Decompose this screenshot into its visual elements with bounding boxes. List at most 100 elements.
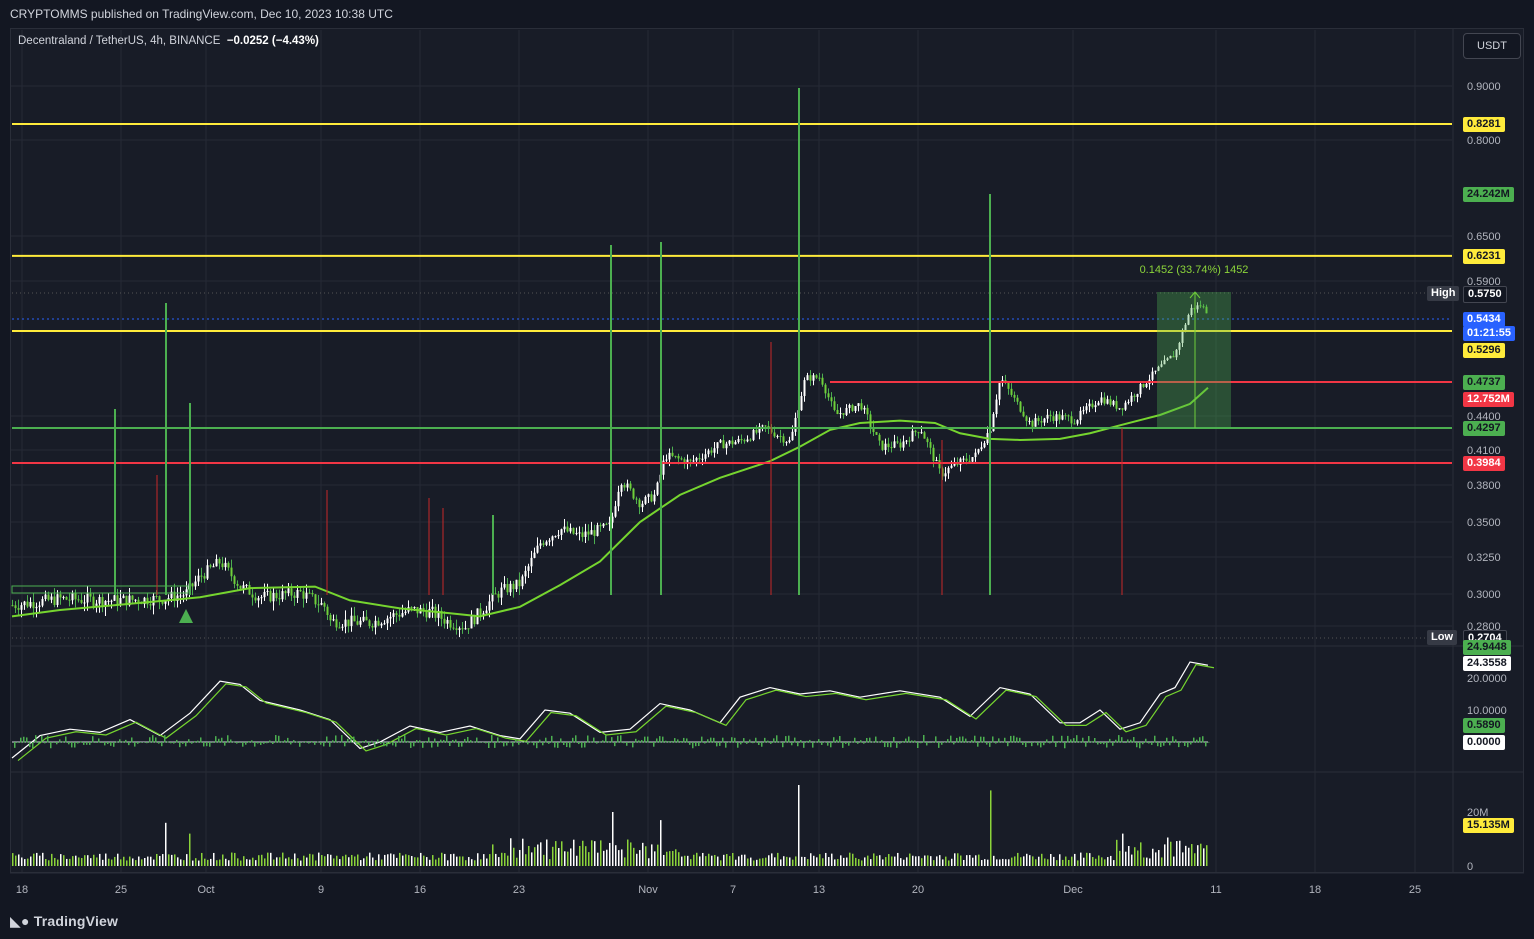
oscillator-histogram-bar xyxy=(932,742,934,743)
currency-button[interactable]: USDT xyxy=(1463,33,1521,59)
candle-body xyxy=(251,594,254,598)
oscillator-histogram-bar xyxy=(584,742,586,748)
oscillator-histogram-bar xyxy=(1031,742,1033,747)
oscillator-histogram-bar xyxy=(122,741,124,743)
price-change: −0.0252 (−4.43%) xyxy=(226,35,319,47)
candle-body xyxy=(554,536,557,538)
candle-body xyxy=(293,595,296,598)
oscillator-histogram-bar xyxy=(314,742,316,745)
oscillator-histogram-bar xyxy=(1124,742,1126,743)
candle-body xyxy=(1157,366,1160,371)
oscillator-histogram-bar xyxy=(962,736,964,743)
volume-bar xyxy=(690,859,692,866)
oscillator-histogram-bar xyxy=(965,738,967,743)
candle-body xyxy=(257,598,260,601)
volume-bar xyxy=(1206,845,1208,866)
oscillator-histogram-bar xyxy=(896,742,898,748)
oscillator-histogram-bar xyxy=(317,741,319,743)
volume-bar xyxy=(744,854,746,866)
oscillator-histogram-bar xyxy=(527,742,529,745)
tradingview-logo[interactable]: ◣● TradingView xyxy=(10,913,118,930)
oscillator-histogram-bar xyxy=(161,742,163,747)
candle-body xyxy=(830,397,833,402)
candle-body xyxy=(308,592,311,594)
volume-bar xyxy=(1065,856,1067,866)
price-axis-tag: 0.8281 xyxy=(1463,117,1505,132)
oscillator-histogram-bar xyxy=(848,742,850,746)
buy-signal-marker xyxy=(179,609,193,623)
oscillator-histogram-bar xyxy=(278,735,280,743)
oscillator-histogram-bar xyxy=(14,742,16,748)
volume-bar xyxy=(609,842,611,866)
x-tick-label: 25 xyxy=(115,884,127,896)
candle-body xyxy=(1151,371,1154,380)
oscillator-histogram-bar xyxy=(725,742,727,748)
oscillator-histogram-bar xyxy=(1163,742,1165,746)
candle-body xyxy=(1133,395,1136,397)
oscillator-histogram-bar xyxy=(98,738,100,743)
volume-bar xyxy=(951,858,953,866)
candle-body xyxy=(938,460,941,469)
volume-bar xyxy=(456,856,458,866)
price-chart[interactable]: 18 25 Oct 9 16 23 Nov 7 13 20 Dec 11 18 25 0.9000 0.800… xyxy=(0,0,1534,905)
candle-body xyxy=(530,557,533,567)
oscillator-histogram-bar xyxy=(422,742,424,748)
oscillator-histogram-bar xyxy=(650,742,652,744)
oscillator-histogram-bar xyxy=(257,742,259,744)
volume-bar xyxy=(957,853,959,866)
oscillator-histogram-bar xyxy=(995,742,997,744)
oscillator-histogram-bar xyxy=(713,737,715,743)
oscillator-histogram-bar xyxy=(596,742,598,744)
x-tick-label: Oct xyxy=(197,884,214,896)
candle-body xyxy=(1154,370,1157,372)
volume-bar xyxy=(549,859,551,866)
candle-body xyxy=(908,440,911,442)
candle-body xyxy=(284,591,287,594)
candle-body xyxy=(1196,305,1199,310)
volume-bar xyxy=(618,850,620,866)
oscillator-histogram-bar xyxy=(494,742,496,748)
candle-body xyxy=(656,482,659,495)
oscillator-histogram-bar xyxy=(875,736,877,743)
oscillator-histogram-bar xyxy=(470,740,472,743)
volume-bar xyxy=(879,855,881,866)
candle-body xyxy=(848,405,851,408)
candle-body xyxy=(542,543,545,545)
volume-bar xyxy=(1167,837,1169,866)
candle-body xyxy=(1172,355,1175,358)
oscillator-histogram-bar xyxy=(113,742,115,747)
volume-bar xyxy=(1107,857,1109,866)
oscillator-histogram-bar xyxy=(761,742,763,747)
candle-body xyxy=(713,448,716,453)
candle-body xyxy=(221,563,224,568)
volume-bar xyxy=(1179,840,1181,866)
candle-body xyxy=(995,399,998,415)
volume-bar xyxy=(990,790,992,866)
oscillator-histogram-bar xyxy=(905,738,907,743)
candle-body xyxy=(266,590,269,592)
oscillator-histogram-bar xyxy=(371,740,373,743)
candle-body xyxy=(269,590,272,602)
volume-bar xyxy=(762,858,764,866)
price-tick-label: 0.9000 xyxy=(1467,81,1501,93)
oscillator-histogram-bar xyxy=(221,737,223,743)
volume-bar xyxy=(672,850,674,866)
candle-body xyxy=(167,598,170,601)
candle-body xyxy=(185,589,188,596)
oscillator-histogram-bar xyxy=(539,739,541,743)
candle-body xyxy=(926,438,929,443)
oscillator-histogram-bar xyxy=(983,736,985,743)
oscillator-histogram-bar xyxy=(95,742,97,743)
volume-bar xyxy=(1032,856,1034,866)
oscillator-histogram-bar xyxy=(1076,735,1078,743)
volume-bar xyxy=(441,852,443,866)
volume-bar xyxy=(984,859,986,866)
volume-bar xyxy=(1014,856,1016,866)
volume-bar xyxy=(423,855,425,866)
volume-bar xyxy=(669,851,671,866)
candle-body xyxy=(323,603,326,607)
oscillator-histogram-bar xyxy=(773,738,775,743)
volume-bar xyxy=(105,853,107,866)
oscillator-histogram-bar xyxy=(674,738,676,743)
volume-bar xyxy=(588,852,590,866)
